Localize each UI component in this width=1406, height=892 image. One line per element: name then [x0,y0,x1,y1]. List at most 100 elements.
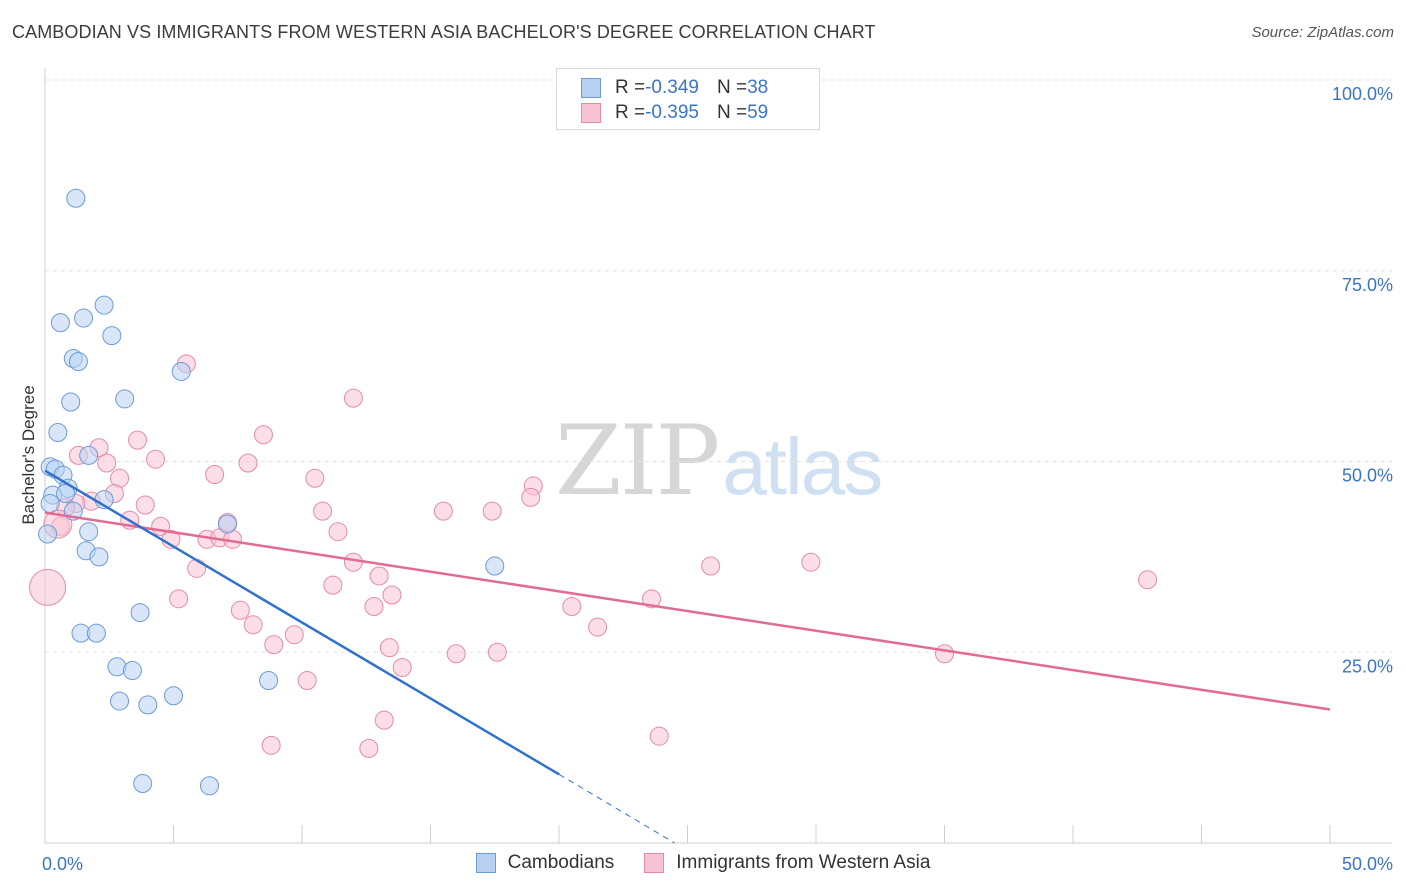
watermark-atlas: atlas [722,422,883,511]
data-point-cambodians [110,691,130,711]
trendline-cambodians [44,469,560,776]
series-legend: Cambodians Immigrants from Western Asia [0,852,1406,874]
series-cambodians [38,188,505,796]
data-point-cambodians [122,661,142,681]
data-point-western-asia [359,738,379,758]
data-point-western-asia [801,552,821,572]
data-point-cambodians [79,445,99,465]
x-tick-labels: 0.0% 50.0% [42,854,1393,874]
data-point-western-asia [264,635,284,655]
data-point-cambodians [86,623,106,643]
legend-row-cambodians: R = -0.349 N = 38 [581,76,768,100]
data-point-western-asia [701,556,721,576]
data-point-western-asia [328,522,348,542]
data-point-western-asia [284,625,304,645]
data-point-cambodians [485,556,505,576]
data-point-western-asia [97,453,117,473]
data-point-western-asia [935,644,954,664]
data-point-western-asia [562,596,582,616]
r-value: -0.395 [645,102,699,123]
data-point-cambodians [40,493,60,513]
data-point-western-asia [261,735,281,755]
data-point-cambodians [94,295,114,315]
legend-swatch-blue [475,853,496,873]
data-point-western-asia [128,430,148,450]
series-immigrants-western-asia [29,354,1158,758]
data-point-western-asia [253,425,273,445]
data-point-western-asia [374,710,394,730]
data-point-western-asia [323,575,343,595]
legend-row-western-asia: R = -0.395 N = 59 [581,101,768,125]
data-point-cambodians [171,361,191,381]
data-point-western-asia [588,617,608,637]
n-label: N = [716,102,748,123]
data-point-western-asia [146,449,166,469]
data-point-western-asia [379,638,399,658]
data-point-western-asia [433,501,453,521]
chart-title: CAMBODIAN VS IMMIGRANTS FROM WESTERN ASI… [12,22,876,42]
legend-label: Cambodians [507,852,615,873]
legend-item-cambodians[interactable]: Cambodians [475,852,615,874]
data-point-western-asia [1138,570,1158,590]
r-label: R = [615,102,646,123]
data-point-cambodians [56,484,76,504]
correlation-legend: R = -0.349 N = 38 R = -0.395 N = 59 [556,68,820,130]
data-point-western-asia [29,568,67,606]
data-point-western-asia [642,589,662,609]
data-point-cambodians [66,188,86,208]
data-point-western-asia [369,566,389,586]
legend-swatch-blue [581,78,601,98]
y-tick-labels: 100.0% 75.0% 50.0% 25.0% [1332,84,1393,676]
data-point-cambodians [133,773,153,793]
axes [44,68,1392,844]
data-point-cambodians [138,695,158,715]
data-point-cambodians [259,670,279,690]
r-label: R = [615,77,646,98]
y-tick-label: 75.0% [1342,275,1393,295]
legend-item-western-asia[interactable]: Immigrants from Western Asia [644,852,930,874]
data-point-cambodians [74,308,94,328]
y-axis-label: Bachelor's Degree [19,385,38,524]
data-point-western-asia [446,644,466,664]
data-point-cambodians [48,423,68,443]
source-label: Source: ZipAtlas.com [1251,24,1394,41]
trendline-western-asia [44,511,1331,711]
data-point-cambodians [50,313,70,333]
data-point-western-asia [187,558,207,578]
data-point-western-asia [313,501,333,521]
data-point-western-asia [135,495,155,515]
data-point-cambodians [89,547,109,567]
data-point-cambodians [68,352,88,372]
data-point-western-asia [297,670,317,690]
data-point-western-asia [343,388,363,408]
data-point-cambodians [38,524,58,544]
r-value: -0.349 [645,77,699,98]
data-point-cambodians [102,326,122,346]
data-point-cambodians [79,522,99,542]
data-point-cambodians [130,603,150,623]
data-point-western-asia [205,464,225,484]
data-point-western-asia [343,552,363,572]
data-point-western-asia [238,453,258,473]
data-point-western-asia [243,615,263,635]
n-label: N = [716,77,748,98]
legend-label: Immigrants from Western Asia [676,852,931,873]
data-point-western-asia [487,642,507,662]
data-point-western-asia [649,726,669,746]
legend-swatch-pink [644,853,665,873]
data-point-cambodians [164,686,183,706]
x-tick-label: 50.0% [1342,854,1393,874]
data-point-western-asia [364,596,384,616]
y-tick-label: 25.0% [1342,656,1393,676]
data-point-cambodians [61,392,81,412]
trend-lines [44,469,1331,844]
data-point-western-asia [392,658,412,678]
data-point-western-asia [305,468,325,488]
x-tick-label: 0.0% [42,854,83,874]
trendline-cambodians-extension [558,773,675,844]
data-point-cambodians [217,514,237,534]
data-point-cambodians [199,776,219,796]
legend-swatch-pink [581,103,601,123]
n-value: 59 [747,102,769,123]
